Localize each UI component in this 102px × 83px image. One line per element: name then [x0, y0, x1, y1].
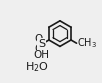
- Text: O: O: [35, 34, 43, 44]
- Text: O: O: [35, 44, 43, 54]
- Text: H$_2$O: H$_2$O: [25, 61, 49, 74]
- Text: S: S: [38, 39, 45, 49]
- Text: OH: OH: [34, 50, 50, 60]
- Text: CH$_3$: CH$_3$: [77, 36, 97, 50]
